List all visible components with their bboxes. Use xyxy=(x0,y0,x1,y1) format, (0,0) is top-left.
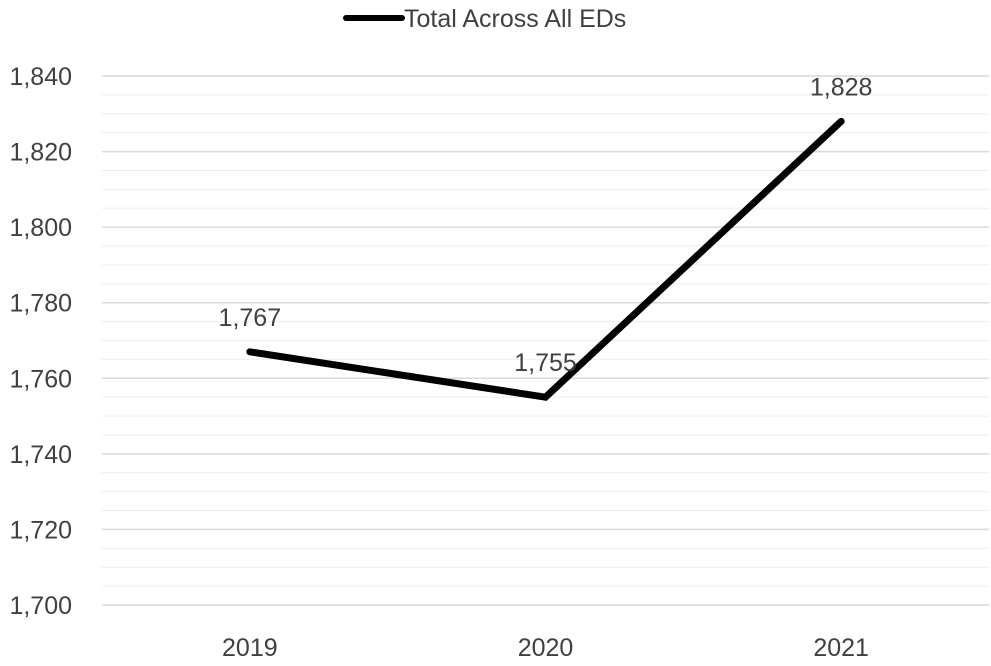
data-label: 1,767 xyxy=(219,304,282,332)
y-tick-label: 1,840 xyxy=(9,63,72,91)
data-point[interactable] xyxy=(249,351,251,353)
x-tick-label: 2019 xyxy=(222,634,278,661)
data-point[interactable] xyxy=(840,120,842,122)
x-tick-label: 2021 xyxy=(813,634,869,661)
x-axis-tick-labels: 2019 2020 2021 xyxy=(222,634,869,662)
gridlines xyxy=(102,75,989,606)
y-tick-label: 1,820 xyxy=(9,139,72,167)
data-label: 1,828 xyxy=(810,73,873,101)
y-tick-label: 1,720 xyxy=(9,516,72,544)
x-tick-label: 2020 xyxy=(518,634,574,661)
y-tick-label: 1,800 xyxy=(9,214,72,242)
y-tick-label: 1,700 xyxy=(9,592,72,620)
y-tick-label: 1,760 xyxy=(9,365,72,393)
y-tick-label: 1,740 xyxy=(9,441,72,469)
series-lines xyxy=(246,117,845,401)
y-axis-tick-labels: 1,700 1,720 1,740 1,760 1,780 1,800 1,820 1,840 xyxy=(9,63,72,620)
data-point[interactable] xyxy=(545,396,546,398)
data-labels: 1,767 1,755 1,828 xyxy=(219,73,873,377)
legend-label: Total Across All EDs xyxy=(404,5,626,33)
data-label: 1,755 xyxy=(514,349,577,377)
y-tick-label: 1,780 xyxy=(9,290,72,318)
legend[interactable]: Total Across All EDs xyxy=(343,5,626,33)
